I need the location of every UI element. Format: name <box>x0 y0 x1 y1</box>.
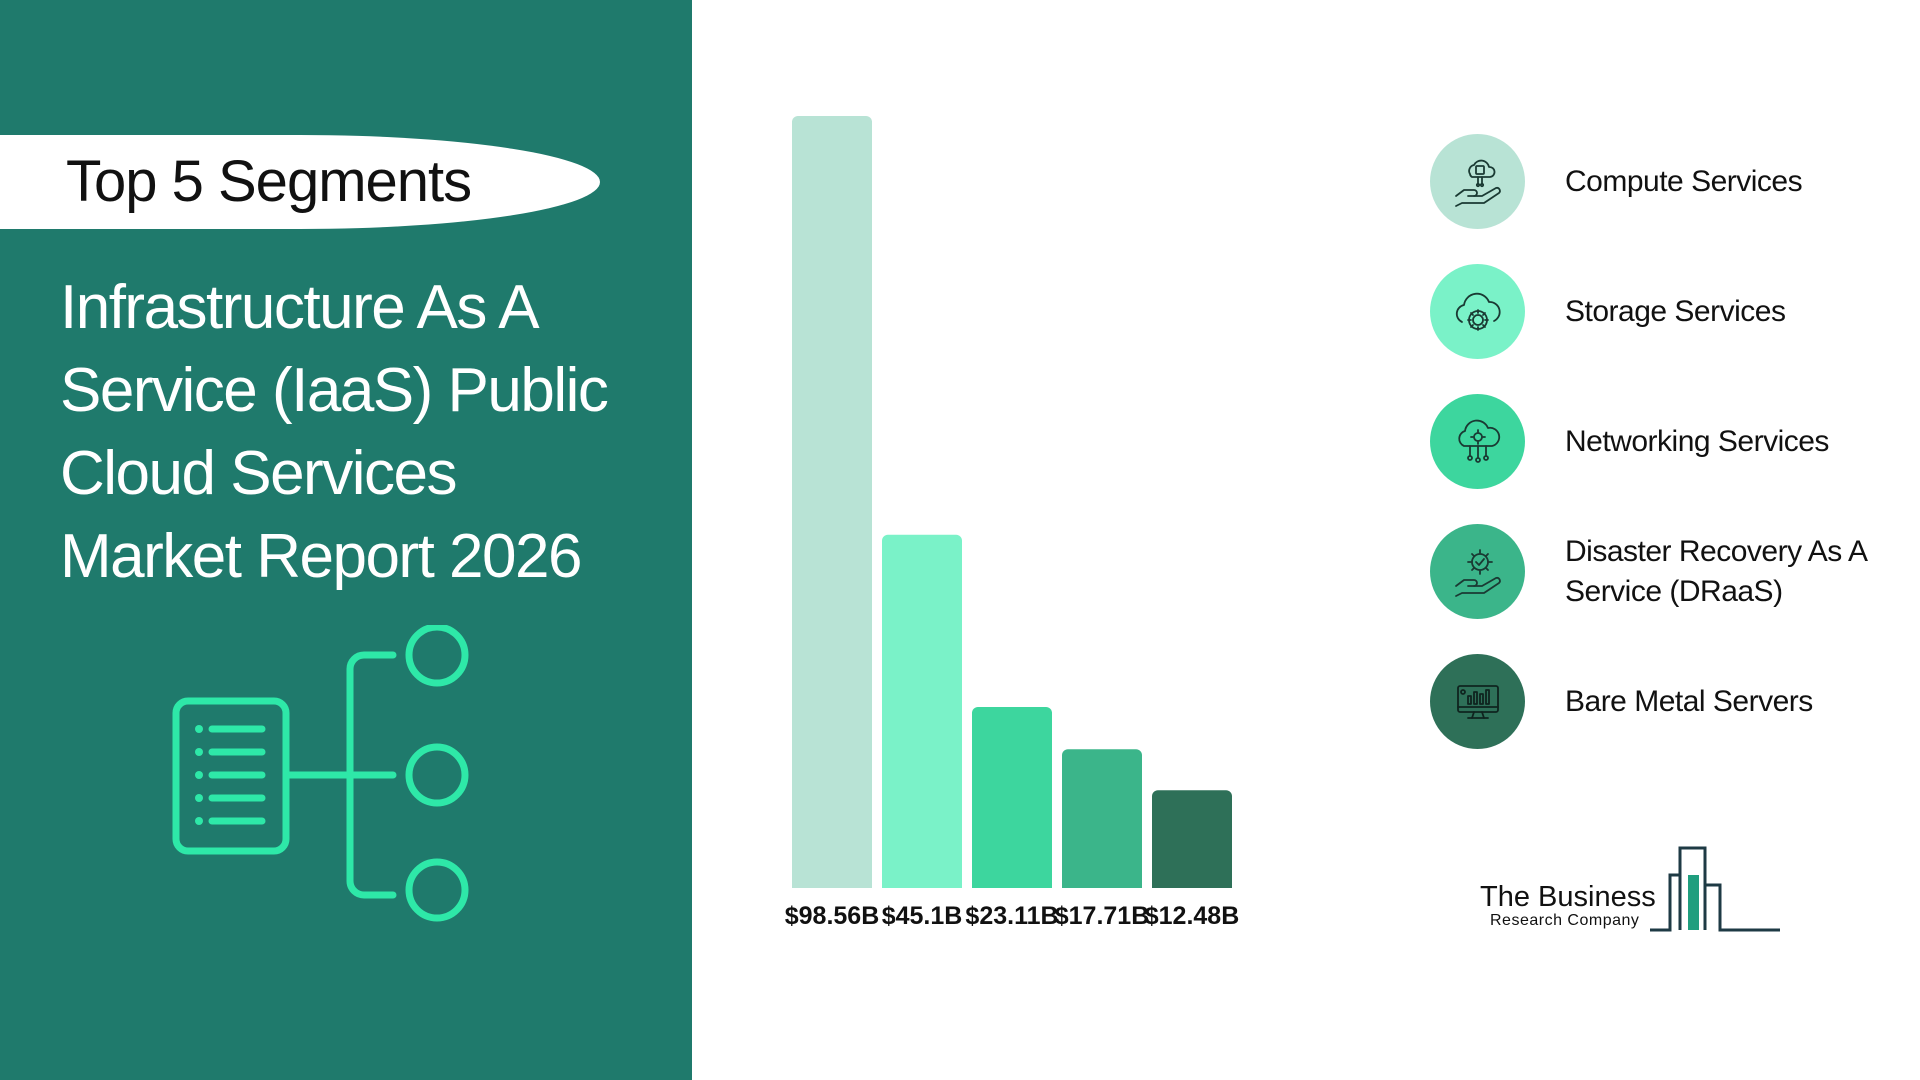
bar-base-4 <box>1062 880 1142 888</box>
legend-item-storage-services: Storage Services <box>1430 264 1910 359</box>
bar-1 <box>792 116 872 888</box>
segments-pill <box>0 135 600 229</box>
bar-value-label: $23.11B <box>965 902 1058 930</box>
bar-base-2 <box>882 880 962 888</box>
hand-gear-check-icon <box>1454 548 1501 597</box>
legend-label: Compute Services <box>1565 164 1803 198</box>
bar-base-1 <box>792 880 872 888</box>
legend-label: Networking Services <box>1565 424 1829 458</box>
hand-chip-cloud-icon <box>1454 159 1501 207</box>
legend-label: Bare Metal Servers <box>1565 684 1813 718</box>
bar-value-label: $12.48B <box>1145 902 1240 930</box>
logo-line2: Research Company <box>1490 912 1640 929</box>
legend-item-compute-services: Compute Services <box>1430 134 1910 229</box>
logo-line1: The Business <box>1480 881 1656 913</box>
document-tree-icon <box>172 625 469 922</box>
report-title-line: Market Report 2026 <box>60 522 582 591</box>
logo-buildings-icon <box>1650 846 1780 932</box>
monitor-chart-icon <box>1456 684 1499 719</box>
bar-value-label: $98.56B <box>785 902 880 930</box>
company-logo: The Business Research Company <box>1480 840 1800 950</box>
bar-base-3 <box>972 880 1052 888</box>
legend-item-draas: Disaster Recovery As A Service (DRaaS) <box>1430 524 1910 619</box>
legend-label: Disaster Recovery As A Service (DRaaS) <box>1565 534 1866 608</box>
report-title-line: Service (IaaS) Public <box>60 356 609 425</box>
bar-3 <box>972 706 1052 888</box>
cloud-network-icon <box>1457 419 1500 463</box>
legend-swatch <box>1430 264 1525 359</box>
segments-pill-label: Top 5 Segments <box>66 149 472 214</box>
cloud-gear-icon <box>1455 292 1501 331</box>
report-title-line: Cloud Services <box>60 439 457 508</box>
legend-swatch <box>1430 134 1525 229</box>
report-title-line: Infrastructure As A <box>60 273 540 342</box>
legend-item-networking-services: Networking Services <box>1430 394 1910 489</box>
legend-item-bare-metal-servers: Bare Metal Servers <box>1430 654 1910 749</box>
bar-4 <box>1062 749 1142 888</box>
bar-5 <box>1152 790 1232 888</box>
legend-label: Storage Services <box>1565 294 1786 328</box>
bar-value-label: $45.1B <box>882 902 963 930</box>
legend-swatch <box>1430 524 1525 619</box>
legend-swatch <box>1430 654 1525 749</box>
segments-bar-chart: $98.56B $45.1B $23.11B$17.71B$12.48B <box>785 116 1240 930</box>
report-title: Infrastructure As A Service (IaaS) Publi… <box>60 266 660 598</box>
bar-2 <box>882 534 962 888</box>
bar-value-label: $17.71B <box>1055 902 1150 930</box>
bar-base-5 <box>1152 880 1232 888</box>
legend-swatch <box>1430 394 1525 489</box>
title-panel: Top 5 Segments Infrastructure As A Servi… <box>0 0 692 1080</box>
